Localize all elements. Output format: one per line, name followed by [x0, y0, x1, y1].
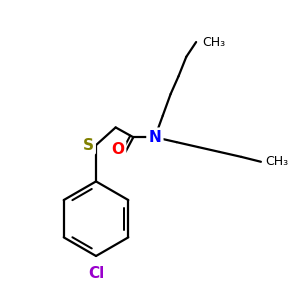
Text: CH₃: CH₃	[265, 155, 288, 168]
Text: N: N	[148, 130, 161, 145]
Text: O: O	[111, 142, 124, 158]
Text: Cl: Cl	[88, 266, 104, 281]
Text: S: S	[83, 138, 94, 153]
Text: CH₃: CH₃	[202, 35, 225, 49]
